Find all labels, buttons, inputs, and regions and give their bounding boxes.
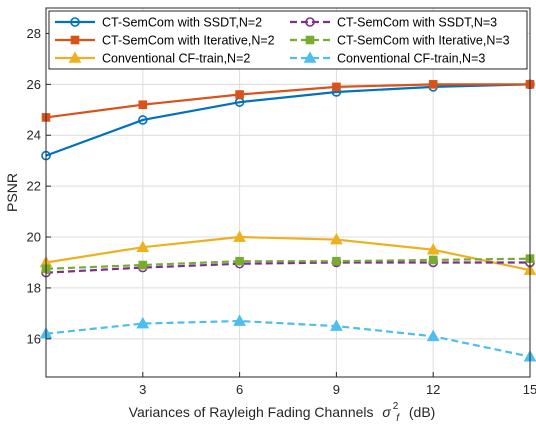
- x-tick-label: 3: [139, 382, 146, 397]
- x-axis-label: Variances of Rayleigh Fading Channels σ …: [129, 396, 436, 424]
- x-tick-label: 6: [236, 382, 243, 397]
- data-point: [138, 115, 148, 125]
- x-tick-label: 12: [426, 382, 440, 397]
- legend-marker: [303, 51, 317, 63]
- data-point: [233, 230, 246, 242]
- x-tick-label: 9: [333, 382, 340, 397]
- y-tick-label: 26: [27, 77, 41, 92]
- series-line: [45, 235, 531, 272]
- data-point: [138, 260, 148, 270]
- data-point: [332, 82, 341, 92]
- legend-item: CT-SemCom with SSDT,N=2: [55, 16, 262, 30]
- series-line: [45, 257, 531, 270]
- x-axis-label-text: Variances of Rayleigh Fading Channels: [129, 404, 374, 420]
- x-axis-label-unit: (dB): [409, 404, 435, 420]
- data-point: [428, 255, 438, 265]
- data-point: [235, 256, 244, 266]
- legend-box: [48, 10, 528, 70]
- x-tick-label: 15: [523, 382, 536, 397]
- data-point: [233, 314, 246, 326]
- series-line: [45, 83, 530, 119]
- x-axis-label-sup: 2: [393, 401, 399, 412]
- series-line: [45, 261, 530, 274]
- legend-item: Conventional CF-train,N=2: [55, 51, 250, 66]
- y-tick-label: 20: [27, 230, 41, 245]
- data-point: [138, 100, 148, 110]
- legend-label: Conventional CF-train,N=2: [102, 52, 250, 66]
- legend-marker: [68, 51, 82, 63]
- legend-item: CT-SemCom with Iterative,N=2: [55, 34, 275, 48]
- legend-item: CT-SemCom with Iterative,N=3: [290, 34, 510, 48]
- y-tick-label: 24: [27, 128, 41, 143]
- data-point: [136, 240, 150, 253]
- y-tick-label: 28: [27, 26, 41, 41]
- legend-marker: [70, 17, 80, 27]
- legend: CT-SemCom with SSDT,N=2 CT-SemCom with It…: [48, 10, 528, 70]
- data-point: [235, 90, 244, 99]
- data-point: [330, 319, 343, 331]
- series-line: [45, 319, 531, 358]
- y-tick-label: 16: [27, 331, 41, 346]
- y-tick-label: 18: [27, 280, 41, 295]
- x-axis-label-sub: f: [396, 413, 400, 424]
- legend-marker: [305, 17, 315, 27]
- data-point: [428, 80, 438, 89]
- x-axis-label-symbol: σ: [382, 404, 391, 420]
- data-point: [332, 256, 341, 266]
- series-line: [45, 83, 531, 157]
- series-1: [41, 79, 535, 161]
- legend-item: CT-SemCom with SSDT,N=3: [290, 16, 497, 30]
- legend-label: CT-SemCom with Iterative,N=2: [102, 34, 275, 48]
- plot-frame: [45, 7, 531, 378]
- legend-label: CT-SemCom with SSDT,N=3: [337, 16, 497, 30]
- legend-marker: [70, 35, 80, 45]
- legend-marker: [305, 35, 315, 45]
- data-point: [330, 232, 343, 245]
- legend-item: Conventional CF-train,N=3: [290, 51, 485, 66]
- y-axis-label: PSNR: [4, 173, 20, 212]
- data-point: [426, 329, 440, 342]
- data-point: [136, 316, 150, 329]
- y-tick-label: 22: [27, 179, 41, 194]
- legend-label: CT-SemCom with Iterative,N=3: [337, 34, 510, 48]
- legend-label: CT-SemCom with SSDT,N=2: [102, 16, 262, 30]
- series-3: [39, 230, 536, 275]
- data-point: [426, 243, 440, 255]
- legend-label: Conventional CF-train,N=3: [337, 52, 485, 66]
- series-layer: [39, 79, 536, 362]
- axis-layer: 3 6 9 12 15 16 18 20 22 24 26 28: [27, 26, 536, 397]
